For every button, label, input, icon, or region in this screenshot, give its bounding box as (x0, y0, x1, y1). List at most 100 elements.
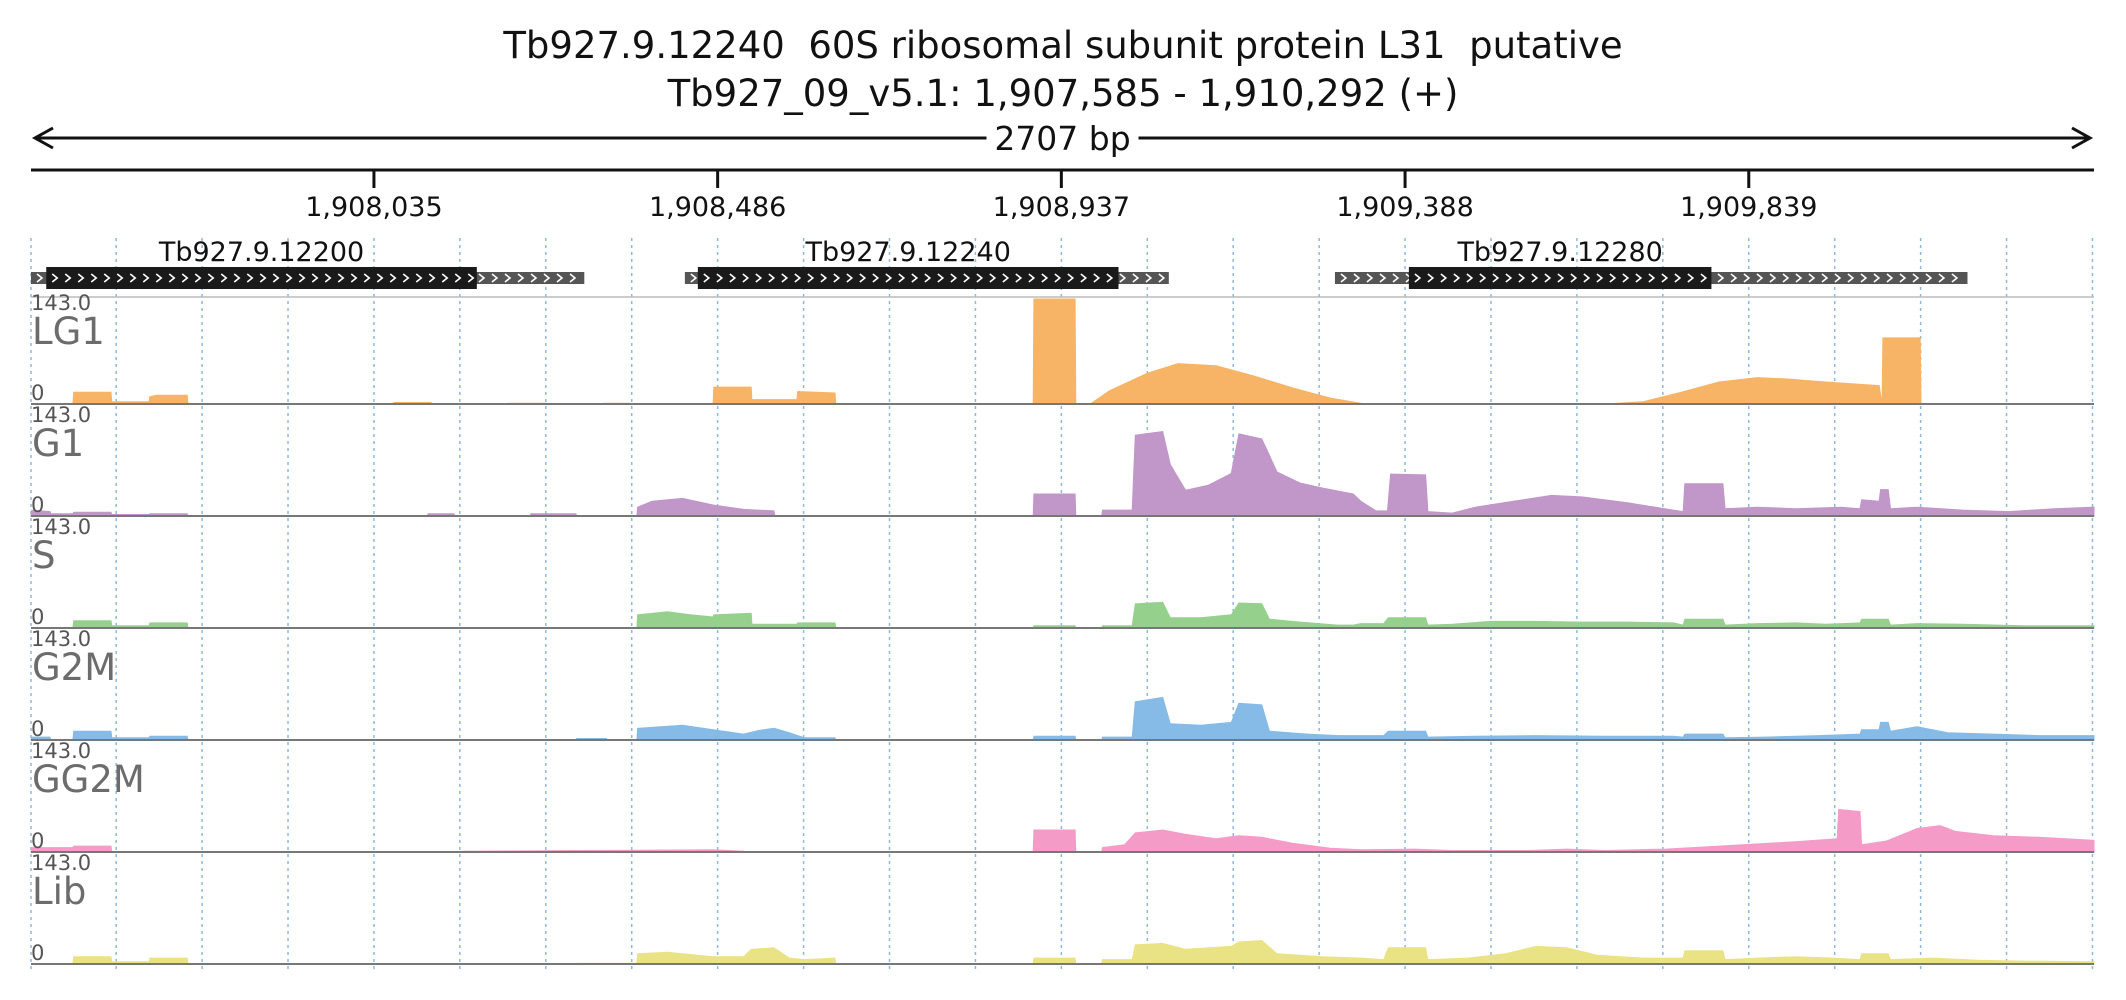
strand-chevron-icon (1106, 273, 1114, 283)
strand-chevron-icon (690, 273, 698, 283)
strand-chevron-icon (181, 273, 189, 283)
strand-chevron-icon (1769, 273, 1777, 283)
strand-chevron-icon (833, 273, 841, 283)
strand-chevron-icon (1834, 273, 1842, 283)
strand-chevron-icon (337, 273, 345, 283)
gene-cds (46, 267, 477, 289)
strand-chevron-icon (155, 273, 163, 283)
strand-chevron-icon (363, 273, 371, 283)
strand-chevron-icon (350, 273, 358, 283)
axis-tick-label: 1,909,839 (1680, 192, 1817, 223)
strand-chevron-icon (1366, 273, 1374, 283)
span-arrow-left-icon (31, 126, 54, 150)
strand-chevron-icon (454, 273, 462, 283)
strand-chevron-icon (246, 273, 254, 283)
strand-chevron-icon (142, 273, 150, 283)
track-ymax-label: 143.0 (31, 291, 91, 315)
strand-chevron-icon (1440, 273, 1448, 283)
strand-chevron-icon (1340, 273, 1348, 283)
strand-chevron-icon (911, 273, 919, 283)
strand-chevron-icon (64, 273, 72, 283)
strand-chevron-icon (1379, 273, 1387, 283)
strand-chevron-icon (1427, 273, 1435, 283)
strand-chevron-icon (1899, 273, 1907, 283)
strand-chevron-icon (768, 273, 776, 283)
track-name: S (32, 534, 56, 577)
strand-chevron-icon (1466, 273, 1474, 283)
strand-chevron-icon (885, 273, 893, 283)
strand-chevron-icon (807, 273, 815, 283)
strand-chevron-icon (1353, 273, 1361, 283)
axis-tick-label: 1,909,388 (1336, 192, 1473, 223)
strand-chevron-icon (491, 273, 499, 283)
coverage-area-gg2m (30, 808, 2095, 853)
strand-chevron-icon (716, 273, 724, 283)
strand-chevron-icon (504, 273, 512, 283)
strand-chevron-icon (989, 273, 997, 283)
strand-chevron-icon (1392, 273, 1400, 283)
gene-label: Tb927.9.12200 (158, 237, 364, 268)
track-name: LG1 (32, 310, 105, 353)
strand-chevron-icon (859, 273, 867, 283)
strand-chevron-icon (1054, 273, 1062, 283)
span-label-bg (986, 120, 1139, 156)
strand-chevron-icon (1492, 273, 1500, 283)
span-arrow-right-icon (2071, 126, 2094, 150)
chart-title: Tb927.9.12240 60S ribosomal subunit prot… (503, 24, 1623, 67)
axis-tick-label: 1,908,035 (305, 192, 442, 223)
coverage-area-lib (31, 939, 2095, 965)
strand-chevron-icon (846, 273, 854, 283)
strand-chevron-icon (703, 273, 711, 283)
strand-chevron-icon (1635, 273, 1643, 283)
strand-chevron-icon (1847, 273, 1855, 283)
track-ymin-label: 0 (31, 829, 44, 853)
strand-chevron-icon (976, 273, 984, 283)
strand-chevron-icon (937, 273, 945, 283)
strand-chevron-icon (1925, 273, 1933, 283)
strand-chevron-icon (272, 273, 280, 283)
coverage-area-g2m (30, 696, 2095, 741)
strand-chevron-icon (376, 273, 384, 283)
strand-chevron-icon (51, 273, 59, 283)
axis-tick-label: 1,908,486 (649, 192, 786, 223)
strand-chevron-icon (1808, 273, 1816, 283)
chart-subtitle: Tb927_09_v5.1: 1,907,585 - 1,910,292 (+) (667, 72, 1459, 115)
gene-label: Tb927.9.12280 (1456, 237, 1662, 268)
strand-chevron-icon (530, 273, 538, 283)
gene-label: Tb927.9.12240 (804, 237, 1010, 268)
strand-chevron-icon (1782, 273, 1790, 283)
strand-chevron-icon (569, 273, 577, 283)
strand-chevron-icon (1674, 273, 1682, 283)
strand-chevron-icon (517, 273, 525, 283)
strand-chevron-icon (820, 273, 828, 283)
strand-chevron-icon (1145, 273, 1153, 283)
strand-chevron-icon (1158, 273, 1166, 283)
strand-chevron-icon (1951, 273, 1959, 283)
strand-chevron-icon (1015, 273, 1023, 283)
strand-chevron-icon (950, 273, 958, 283)
strand-chevron-icon (1453, 273, 1461, 283)
track-ymin-label: 0 (31, 493, 44, 517)
strand-chevron-icon (1860, 273, 1868, 283)
strand-chevron-icon (963, 273, 971, 283)
track-name: G2M (32, 646, 116, 689)
track-ymax-label: 143.0 (31, 739, 91, 763)
track-ymax-label: 143.0 (31, 515, 91, 539)
strand-chevron-icon (543, 273, 551, 283)
strand-chevron-icon (1596, 273, 1604, 283)
strand-chevron-icon (415, 273, 423, 283)
strand-chevron-icon (1743, 273, 1751, 283)
strand-chevron-icon (441, 273, 449, 283)
strand-chevron-icon (898, 273, 906, 283)
strand-chevron-icon (1518, 273, 1526, 283)
strand-chevron-icon (872, 273, 880, 283)
strand-chevron-icon (729, 273, 737, 283)
strand-chevron-icon (1479, 273, 1487, 283)
strand-chevron-icon (1873, 273, 1881, 283)
track-ymax-label: 143.0 (31, 851, 91, 875)
gene-cds (697, 267, 1119, 289)
strand-chevron-icon (428, 273, 436, 283)
strand-chevron-icon (259, 273, 267, 283)
strand-chevron-icon (781, 273, 789, 283)
